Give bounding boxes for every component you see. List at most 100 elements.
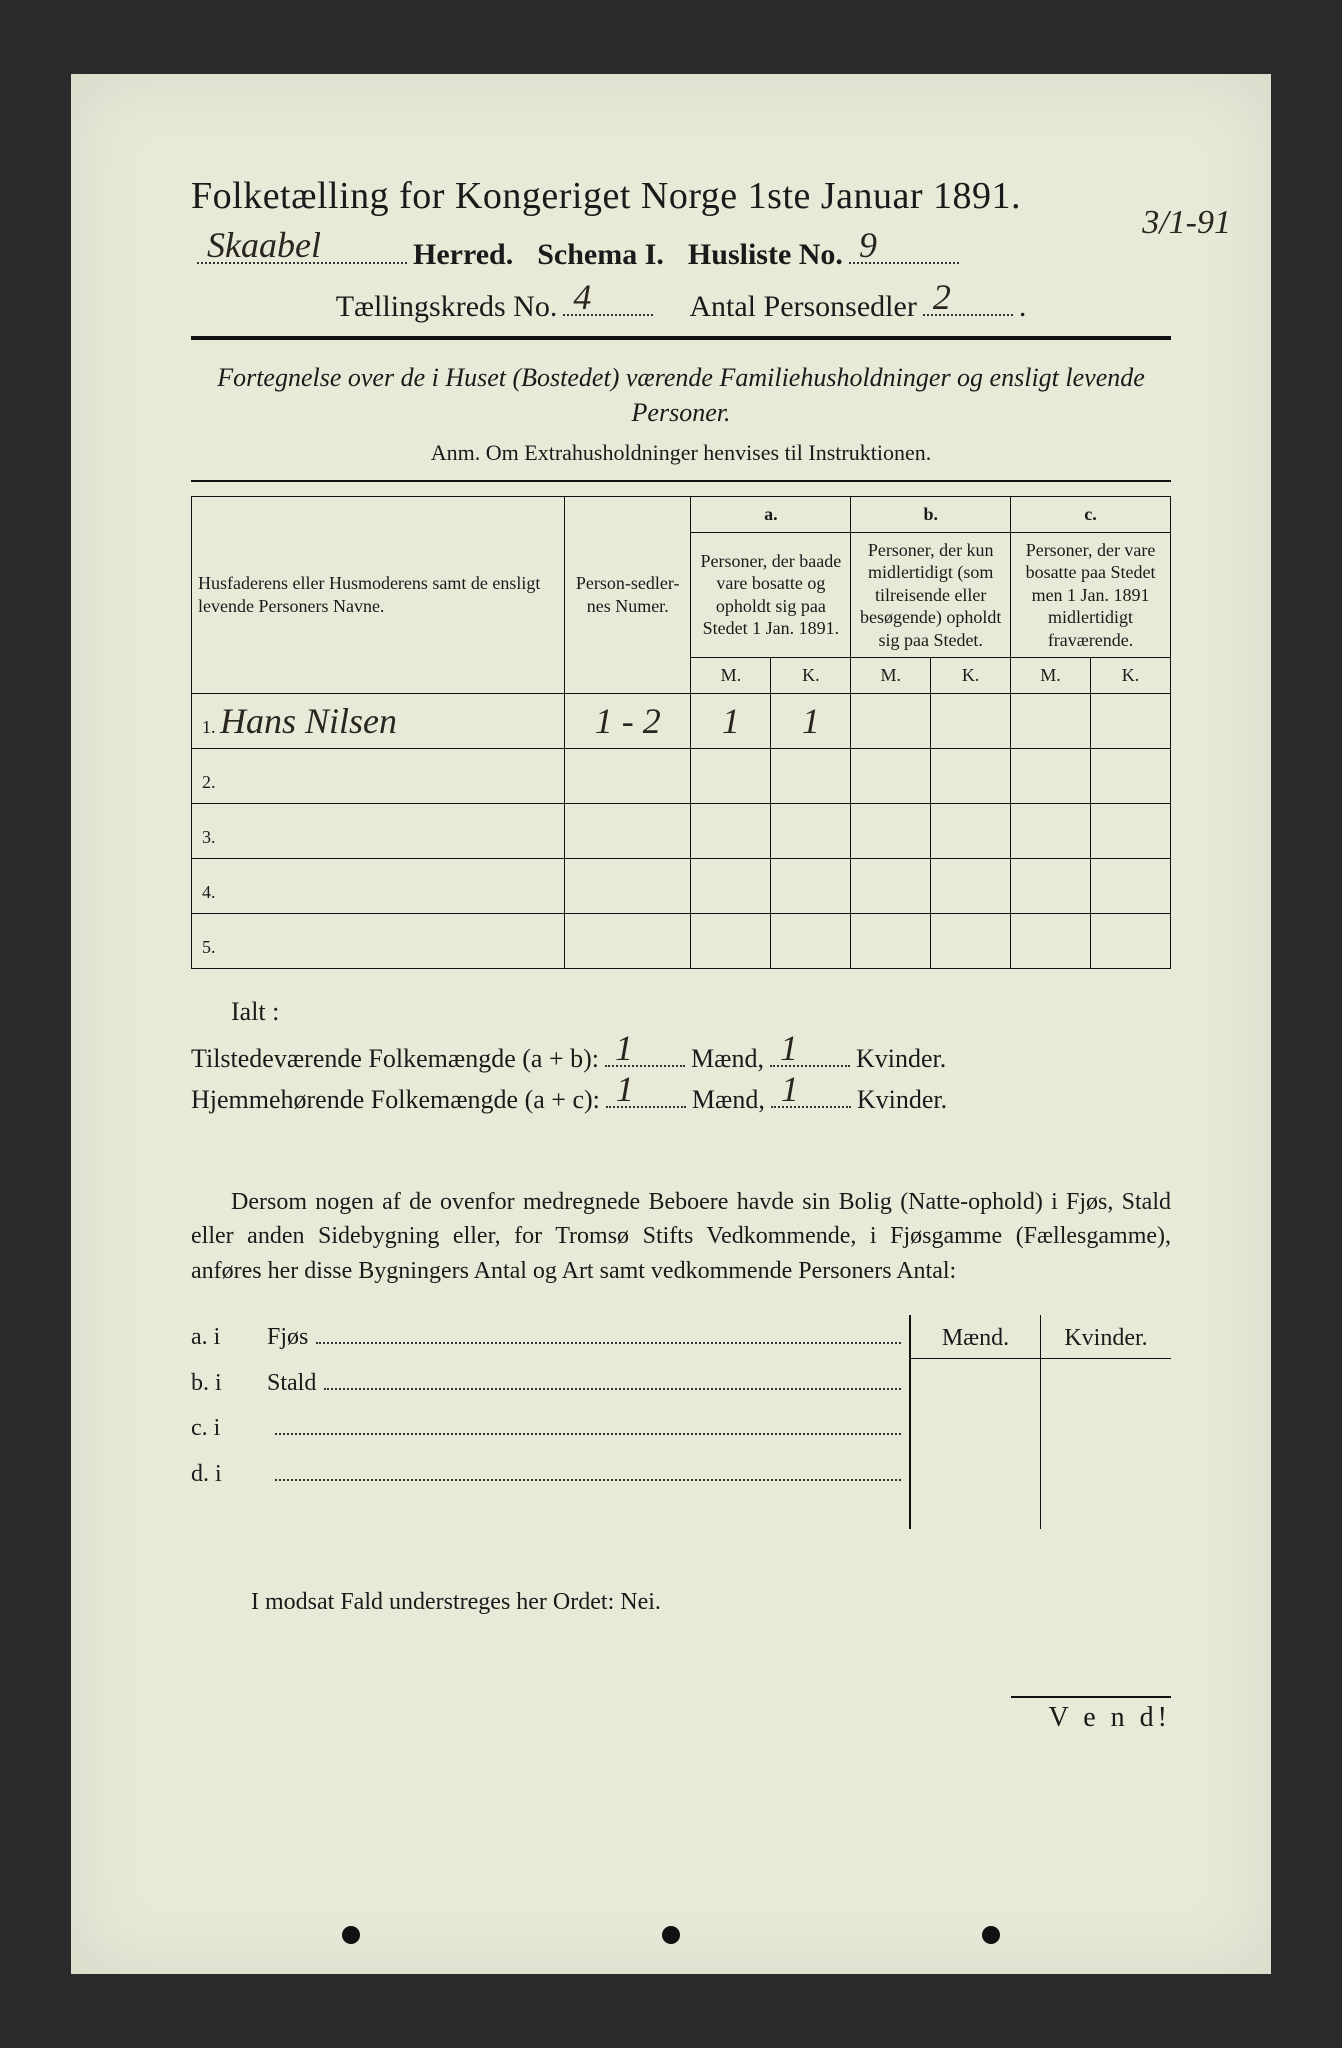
row-num [564, 858, 691, 913]
row-bm [851, 693, 931, 748]
kreds-value: 4 [573, 276, 591, 318]
nei-line: I modsat Fald understreges her Ordet: Ne… [191, 1589, 1171, 1616]
building-lab: d. i [191, 1452, 247, 1498]
hole-icon [662, 1926, 680, 1944]
row-am: 1 [691, 693, 771, 748]
th-b-label: b. [851, 497, 1011, 533]
th-a-label: a. [691, 497, 851, 533]
table-row: 3. [192, 803, 1171, 858]
dotted-line [275, 1463, 901, 1481]
th-name: Husfaderens eller Husmoderens samt de en… [192, 497, 565, 694]
row-bm [851, 913, 931, 968]
row-num [564, 803, 691, 858]
th-b-k: K. [931, 658, 1011, 694]
building-lab: c. i [191, 1406, 247, 1452]
margin-date: 3/1-91 [1142, 204, 1231, 242]
row-bk [931, 693, 1011, 748]
row-index: 1. Hans Nilsen [192, 693, 565, 748]
mk-maend-head: Mænd. [911, 1319, 1040, 1359]
herred-label: Herred. [413, 238, 513, 272]
table-row: 1. Hans Nilsen1 - 211 [192, 693, 1171, 748]
row-index: 2. [192, 748, 565, 803]
sum-ac-label: Hjemmehørende Folkemængde (a + c): [191, 1085, 600, 1115]
table-row: 2. [192, 748, 1171, 803]
row-bk [931, 858, 1011, 913]
building-row: b. i Stald [191, 1361, 909, 1407]
th-c-text: Personer, der vare bosatte paa Stedet me… [1011, 532, 1171, 658]
row-ak [771, 748, 851, 803]
th-num: Person-sedler-nes Numer. [564, 497, 691, 694]
row-am [691, 913, 771, 968]
th-a-k: K. [771, 658, 851, 694]
header-line-2: Skaabel Herred. Schema I. Husliste No. 9 [191, 236, 1171, 272]
th-b-m: M. [851, 658, 931, 694]
sum-line-ac: Hjemmehørende Folkemængde (a + c): 1 Mæn… [191, 1080, 1171, 1115]
row-ak [771, 803, 851, 858]
row-num [564, 913, 691, 968]
maend-label: Mænd, [691, 1044, 764, 1074]
vend-label: V e n d! [1011, 1696, 1171, 1734]
row-ck [1091, 693, 1171, 748]
building-row: a. i Fjøs [191, 1315, 909, 1361]
row-ck [1091, 858, 1171, 913]
census-form-page: 3/1-91 Folketælling for Kongeriget Norge… [71, 74, 1271, 1974]
th-c-k: K. [1091, 658, 1171, 694]
hole-icon [342, 1926, 360, 1944]
building-lab: b. i [191, 1361, 247, 1407]
row-ak: 1 [771, 693, 851, 748]
row-num: 1 - 2 [564, 693, 691, 748]
header-line-3: Tællingskreds No. 4 Antal Personsedler 2… [191, 288, 1171, 324]
maend-label-2: Mænd, [692, 1085, 765, 1115]
rule-medium [191, 480, 1171, 482]
th-c-m: M. [1011, 658, 1091, 694]
subtitle: Fortegnelse over de i Huset (Bostedet) v… [191, 360, 1171, 430]
building-name: Fjøs [267, 1315, 308, 1361]
mk-table: Mænd. Kvinder. [909, 1315, 1171, 1529]
husliste-value: 9 [859, 224, 877, 266]
dotted-line [316, 1326, 901, 1344]
row-bm [851, 858, 931, 913]
sum-line-ab: Tilstedeværende Folkemængde (a + b): 1 M… [191, 1039, 1171, 1074]
table-row: 4. [192, 858, 1171, 913]
sum-ac-m: 1 [616, 1068, 634, 1110]
row-index: 5. [192, 913, 565, 968]
row-cm [1011, 858, 1091, 913]
page-title: Folketælling for Kongeriget Norge 1ste J… [191, 174, 1171, 218]
row-cm [1011, 748, 1091, 803]
kvinder-label-2: Kvinder. [857, 1085, 947, 1115]
row-cm [1011, 913, 1091, 968]
dotted-line [324, 1372, 901, 1390]
schema-label: Schema I. [537, 238, 664, 272]
th-a-text: Personer, der baade vare bosatte og opho… [691, 532, 851, 658]
mk-kvinder-head: Kvinder. [1041, 1319, 1171, 1359]
building-paragraph: Dersom nogen af de ovenfor medregnede Be… [191, 1185, 1171, 1289]
antal-value: 2 [933, 276, 951, 318]
ialt-label: Ialt : [191, 997, 1171, 1027]
table-row: 5. [192, 913, 1171, 968]
row-index: 4. [192, 858, 565, 913]
row-ck [1091, 748, 1171, 803]
row-cm [1011, 803, 1091, 858]
sum-ab-k: 1 [780, 1027, 798, 1069]
husliste-label: Husliste No. [688, 238, 843, 272]
anm-note: Anm. Om Extrahusholdninger henvises til … [191, 440, 1171, 466]
row-name: Hans Nilsen [220, 701, 397, 741]
row-ak [771, 913, 851, 968]
building-lab: a. i [191, 1315, 247, 1361]
kreds-label: Tællingskreds No. [336, 290, 558, 324]
row-index: 3. [192, 803, 565, 858]
census-table: Husfaderens eller Husmoderens samt de en… [191, 496, 1171, 969]
row-cm [1011, 693, 1091, 748]
row-num [564, 748, 691, 803]
row-am [691, 858, 771, 913]
kvinder-label: Kvinder. [856, 1044, 946, 1074]
row-bk [931, 913, 1011, 968]
th-c-label: c. [1011, 497, 1171, 533]
row-bk [931, 748, 1011, 803]
row-am [691, 748, 771, 803]
row-bk [931, 803, 1011, 858]
antal-label: Antal Personsedler [689, 290, 916, 324]
building-block: a. i Fjøs b. i Stald c. id. i Mænd. Kvinder. [191, 1315, 1171, 1529]
herred-value: Skaabel [207, 224, 321, 266]
building-name: Stald [267, 1361, 316, 1407]
